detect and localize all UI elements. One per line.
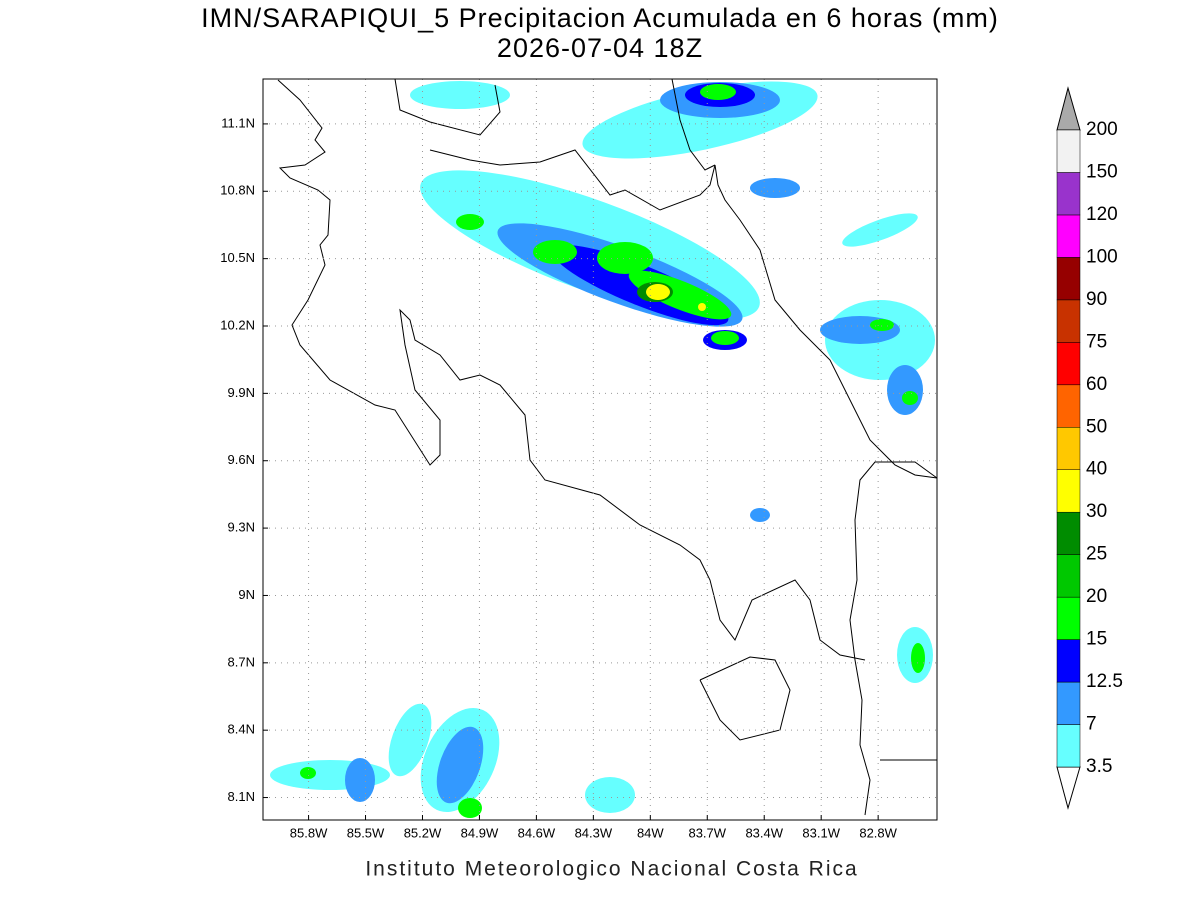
map-frame	[262, 78, 938, 821]
precip-area	[750, 178, 800, 198]
colorbar-label: 120	[1086, 204, 1118, 225]
colorbar-label: 40	[1086, 459, 1107, 480]
precip-area	[582, 81, 818, 159]
x-tick-label: 84.3W	[575, 825, 613, 840]
colorbar-box	[1056, 129, 1081, 173]
x-tick-label: 85.5W	[347, 825, 385, 840]
precipitation-field	[270, 81, 935, 818]
colorbar-label: 100	[1086, 246, 1118, 267]
colorbar-box	[1056, 384, 1081, 428]
precip-area	[887, 365, 923, 415]
precip-area	[436, 726, 484, 804]
colorbar-under	[1056, 766, 1081, 810]
precip-area	[456, 214, 484, 230]
footer: Instituto Meteorologico Nacional Costa R…	[365, 858, 858, 881]
y-tick-label: 8.4N	[228, 722, 255, 737]
precip-area	[842, 213, 918, 247]
y-tick-label: 9.9N	[228, 385, 255, 400]
y-tick-label: 9N	[238, 587, 255, 602]
y-tick-label: 11.1N	[221, 115, 255, 130]
colorbar-box	[1056, 299, 1081, 343]
precip-area	[458, 798, 482, 818]
colorbar-box	[1056, 596, 1081, 640]
y-tick-label: 10.2N	[220, 317, 255, 332]
title: IMN/SARAPIQUI_5 Precipitacion Acumulada …	[201, 3, 999, 33]
coastlines	[277, 78, 938, 816]
colorbar-box	[1056, 469, 1081, 513]
x-tick-label: 84.9W	[461, 825, 499, 840]
precip-area	[646, 284, 670, 300]
precip-area	[700, 84, 736, 100]
x-tick-label: 85.8W	[290, 825, 328, 840]
x-tick-label: 82.8W	[859, 825, 897, 840]
precip-area	[345, 758, 375, 802]
precip-area	[911, 643, 925, 673]
colorbar-label: 25	[1086, 544, 1107, 565]
y-tick-label: 9.3N	[228, 520, 255, 535]
subtitle: 2026-07-04 18Z	[497, 33, 703, 63]
colorbar-box	[1056, 681, 1081, 725]
x-tick-label: 85.2W	[404, 825, 442, 840]
colorbar-box	[1056, 427, 1081, 470]
y-tick-label: 8.1N	[228, 789, 255, 804]
colorbar-over	[1056, 86, 1081, 131]
precip-area	[711, 331, 739, 345]
colorbar-label: 20	[1086, 586, 1107, 607]
precip-area	[750, 508, 770, 522]
colorbar-box	[1056, 214, 1081, 258]
colorbar-box	[1056, 342, 1081, 386]
precip-area	[533, 240, 577, 264]
x-tick-label: 84.6W	[518, 825, 556, 840]
x-tick-label: 83.7W	[688, 825, 726, 840]
colorbar-label: 12.5	[1086, 671, 1123, 692]
colorbar-label: 90	[1086, 289, 1107, 310]
colorbar-box	[1056, 511, 1081, 555]
colorbar-label: 60	[1086, 374, 1107, 395]
precip-area	[410, 81, 510, 109]
colorbar-box	[1056, 639, 1081, 683]
precip-area	[870, 319, 894, 331]
precip-area	[585, 777, 635, 813]
colorbar-box	[1056, 724, 1081, 768]
precip-area	[902, 391, 918, 405]
x-tick-label: 83.1W	[802, 825, 840, 840]
colorbar-label: 75	[1086, 331, 1107, 352]
precip-area	[597, 242, 653, 274]
precip-area	[300, 767, 316, 779]
y-tick-label: 9.6N	[228, 452, 255, 467]
colorbar-box	[1056, 257, 1081, 301]
y-tick-label: 8.7N	[228, 654, 255, 669]
colorbar-label: 50	[1086, 416, 1107, 437]
colorbar-label: 15	[1086, 629, 1107, 650]
precip-area	[388, 703, 432, 777]
x-tick-label: 83.4W	[745, 825, 783, 840]
x-tick-label: 84W	[637, 825, 664, 840]
precip-area	[698, 303, 706, 311]
colorbar-label: 150	[1086, 161, 1118, 182]
colorbar-label: 30	[1086, 501, 1107, 522]
y-tick-label: 10.5N	[220, 250, 255, 265]
y-tick-label: 10.8N	[220, 183, 255, 198]
colorbar-label: 3.5	[1086, 756, 1112, 777]
colorbar-box	[1056, 172, 1081, 216]
colorbar-box	[1056, 554, 1081, 598]
colorbar-label: 200	[1086, 119, 1118, 140]
colorbar-label: 7	[1086, 714, 1097, 735]
